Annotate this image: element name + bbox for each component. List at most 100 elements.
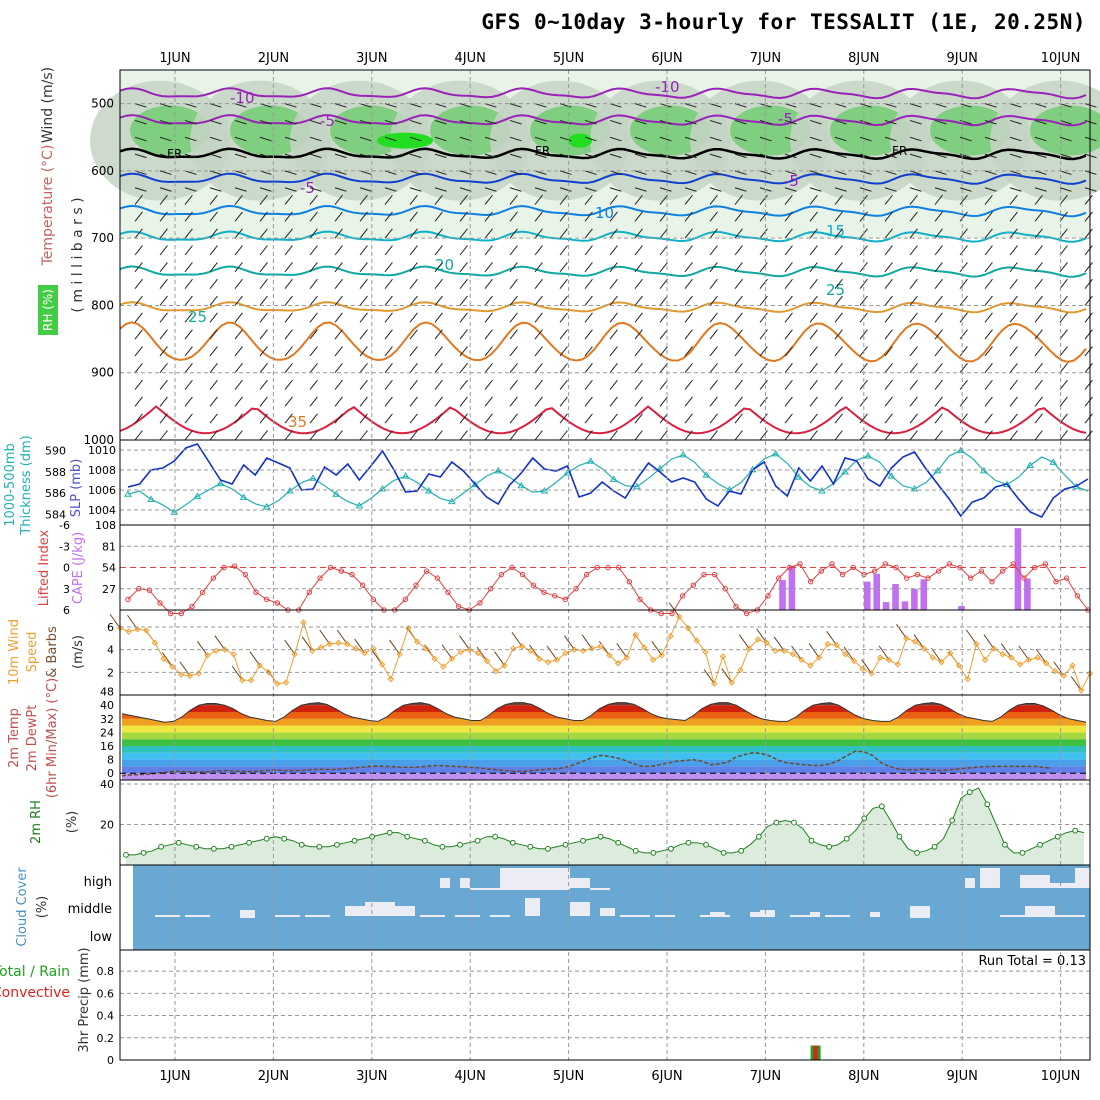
rh-marker [158,843,165,850]
upper-wind-barb [684,262,693,273]
upper-wind-barb [934,187,947,192]
li-marker [359,582,366,588]
wind10-marker [623,654,631,661]
wind10-marker [1025,656,1033,664]
upper-wind-barb [909,136,922,142]
upper-wind-barb [284,119,297,125]
wind10-marker [125,628,132,635]
upper-wind-barb [184,346,193,357]
pressure-tick: 600 [91,164,114,178]
li-marker [1074,593,1081,599]
upper-wind-barb [784,211,793,222]
upper-wind-barb [834,194,843,205]
rh-marker [140,849,147,856]
upper-wind-barb [709,170,722,175]
rh-marker [175,839,182,846]
temp-band [122,739,1086,746]
upper-wind-barb [309,119,322,125]
upper-wind-barb [134,396,143,407]
upper-wind-barb [509,430,518,441]
upper-wind-barb [159,278,168,289]
upper-wind-barb [534,379,543,390]
upper-wind-barb [459,430,468,441]
upper-wind-barb [884,245,893,256]
upper-wind-barb [459,329,468,340]
upper-wind-barb [784,136,797,142]
upper-wind-barb [984,119,997,125]
upper-wind-barb [159,363,168,374]
upper-wind-barb [284,153,297,159]
upper-wind-barb [184,245,193,256]
upper-wind-barb [984,170,997,175]
upper-wind-barb [984,379,993,390]
rh-marker [210,845,217,852]
rh-marker [896,833,903,840]
upper-wind-barb [1009,346,1018,357]
upper-wind-barb [834,295,843,306]
upper-wind-barb [309,329,318,340]
upper-wind-barb [534,245,543,256]
upper-wind-barb [859,295,868,306]
rh-marker [773,819,780,826]
upper-wind-barb [784,295,793,306]
isotherm-0 [119,147,1087,161]
rh-marker [562,841,569,848]
date-label-bottom: 8JUN [848,1069,879,1084]
upper-wind-barb [634,363,643,374]
rh-tick: 20 [100,819,114,832]
upper-wind-barb [809,136,822,142]
upper-wind-barb [409,153,422,159]
upper-wind-barb [284,329,293,340]
pressure-tick: 700 [91,231,114,245]
upper-wind-barb [1009,329,1018,340]
cape-bar [920,579,928,610]
upper-wind-barb [259,379,268,390]
upper-wind-barb [359,379,368,390]
upper-wind-barb [384,119,397,125]
wind10-marker [186,672,194,679]
upper-wind-barb [459,103,472,108]
upper-wind-barb [1034,194,1043,205]
upper-wind-barb [709,363,718,374]
upper-wind-barb [434,262,443,273]
cloud-block [760,910,775,917]
upper-rh-label: RH (%) [41,289,55,331]
wind10-marker [440,663,447,670]
thickness-marker [841,467,849,475]
upper-wind-barb [459,153,472,159]
upper-wind-barb [984,363,993,374]
cloud-block [655,915,675,917]
upper-wind-barb [1034,278,1043,289]
upper-wind-barb [334,194,343,205]
cloud-block [1050,883,1090,888]
upper-wind-barb [259,153,272,159]
upper-wind-barb [584,170,597,175]
upper-wind-barb [259,278,268,289]
wind-label2: Speed [25,632,40,673]
upper-wind-barb [559,329,568,340]
upper-wind-barb [809,379,818,390]
upper-wind-barb [1059,136,1072,142]
rh-band-90 [377,132,433,149]
upper-wind-barb [834,170,847,175]
upper-wind-barb [434,211,443,222]
upper-wind-barb [984,329,993,340]
upper-wind-barb [434,295,443,306]
upper-wind-barb [1059,187,1072,192]
upper-wind-barb [509,211,518,222]
upper-wind-barb [334,413,343,424]
wind10-barb [179,661,191,677]
upper-wind-barb [709,211,718,222]
upper-wind-barb [684,346,693,357]
wind10-barb [354,638,366,654]
upper-wind-barb [284,262,293,273]
upper-wind-barb [609,228,618,239]
li-marker [743,610,750,617]
rh-marker [685,839,692,846]
upper-wind-barb [859,153,872,159]
wind10-marker [378,661,386,668]
upper-wind-barb [334,211,343,222]
isotherm--5 [119,114,1087,127]
upper-wind-barb [434,346,443,357]
li-tick: -6 [59,519,70,532]
